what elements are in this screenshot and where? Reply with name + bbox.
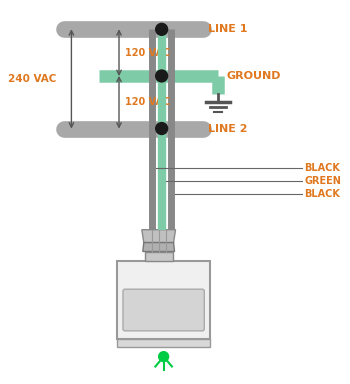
Polygon shape bbox=[143, 243, 175, 252]
Bar bbox=[145, 252, 173, 262]
Text: LINE 1: LINE 1 bbox=[208, 24, 248, 34]
FancyBboxPatch shape bbox=[123, 289, 204, 331]
Circle shape bbox=[156, 70, 168, 82]
Polygon shape bbox=[142, 230, 176, 243]
Text: BLACK: BLACK bbox=[304, 189, 340, 199]
Bar bbox=[117, 339, 210, 347]
Text: BLACK: BLACK bbox=[304, 163, 340, 173]
Text: 120 VAC: 120 VAC bbox=[125, 48, 170, 58]
Circle shape bbox=[159, 352, 169, 362]
Circle shape bbox=[156, 122, 168, 134]
Text: LINE 2: LINE 2 bbox=[208, 124, 248, 134]
Text: GROUND: GROUND bbox=[226, 71, 281, 81]
Text: 240 VAC: 240 VAC bbox=[8, 74, 56, 84]
Bar bbox=[117, 262, 210, 339]
Text: 120 VAC: 120 VAC bbox=[125, 97, 170, 107]
Text: GREEN: GREEN bbox=[304, 176, 341, 186]
Circle shape bbox=[156, 23, 168, 35]
